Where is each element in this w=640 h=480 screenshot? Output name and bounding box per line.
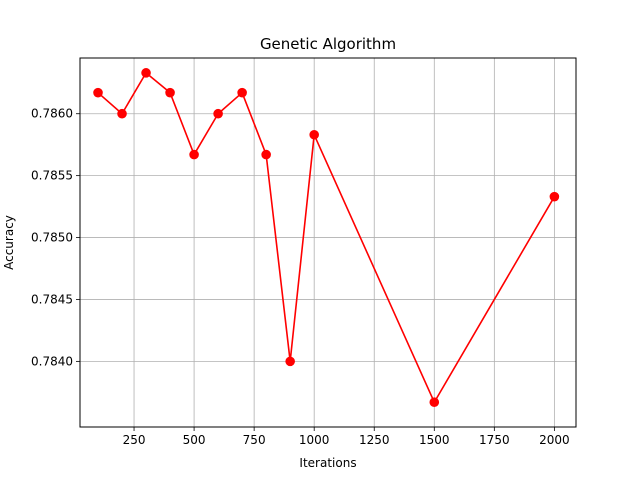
data-point (429, 397, 440, 408)
y-tick-label: 0.7845 (31, 292, 73, 306)
x-tick-label: 1750 (479, 433, 510, 447)
y-axis-label: Accuracy (2, 215, 16, 270)
series-line-layer (97, 72, 556, 404)
x-tick-label: 1250 (359, 433, 390, 447)
data-point (237, 87, 247, 98)
y-tick-label: 0.7840 (31, 354, 73, 368)
data-point (165, 87, 175, 98)
y-tick-label: 0.7860 (31, 107, 73, 121)
x-tick-label: 750 (243, 433, 266, 447)
data-point (141, 68, 151, 78)
x-tick-label: 1500 (419, 433, 450, 447)
data-point (93, 87, 103, 98)
series-line (97, 72, 556, 404)
data-point (213, 108, 223, 119)
x-tick-label: 2000 (539, 433, 570, 447)
x-tick-label: 500 (183, 433, 206, 447)
y-tick-label: 0.7850 (31, 231, 73, 245)
data-point (549, 191, 560, 202)
grid (80, 58, 576, 427)
chart-title: Genetic Algorithm (260, 35, 396, 53)
y-tick-label: 0.7855 (31, 169, 73, 183)
y-axis-ticks: 0.7840 0.7845 0.7850 0.7855 0.7860 (31, 107, 80, 368)
data-point (309, 129, 319, 140)
x-axis-ticks: 250 500 750 1000 1250 1500 1750 2000 (123, 427, 570, 447)
data-point (117, 108, 127, 119)
x-tick-label: 250 (123, 433, 146, 447)
data-point (261, 149, 271, 160)
x-axis-label: Iterations (299, 456, 356, 470)
plot-frame (79, 57, 577, 428)
data-point (285, 356, 295, 367)
data-point (189, 149, 199, 160)
marker-layer (93, 68, 560, 408)
x-tick-label: 1000 (299, 433, 330, 447)
